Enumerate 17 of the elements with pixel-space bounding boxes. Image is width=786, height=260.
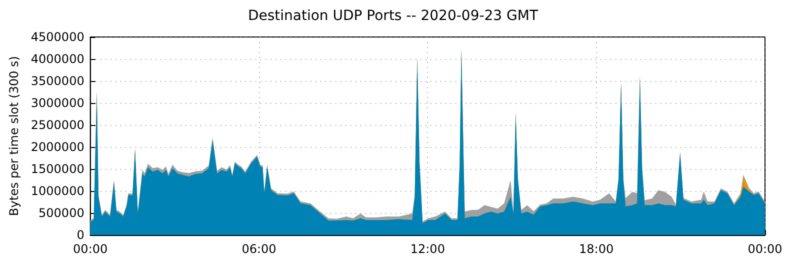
- y-axis-title: Bytes per time slot (300 s): [7, 56, 21, 216]
- chart-title: Destination UDP Ports -- 2020-09-23 GMT: [248, 8, 538, 24]
- y-tick-label: 4000000: [30, 52, 84, 66]
- x-tick-label: 00:00: [73, 242, 108, 256]
- y-tick-label: 3000000: [30, 96, 84, 110]
- y-tick-label: 0: [76, 228, 84, 242]
- x-tick-label: 12:00: [410, 242, 445, 256]
- x-tick-label: 06:00: [242, 242, 276, 256]
- y-tick-label: 1500000: [30, 162, 84, 176]
- y-tick-label: 2000000: [30, 140, 84, 154]
- y-tick-label: 2500000: [30, 118, 84, 132]
- y-tick-label: 1000000: [30, 184, 84, 198]
- x-tick-label: 18:00: [579, 242, 614, 256]
- y-tick-label: 500000: [38, 206, 84, 220]
- y-tick-label: 3500000: [30, 74, 84, 88]
- y-tick-label: 4500000: [30, 30, 84, 44]
- x-tick-label: 00:00: [748, 242, 782, 256]
